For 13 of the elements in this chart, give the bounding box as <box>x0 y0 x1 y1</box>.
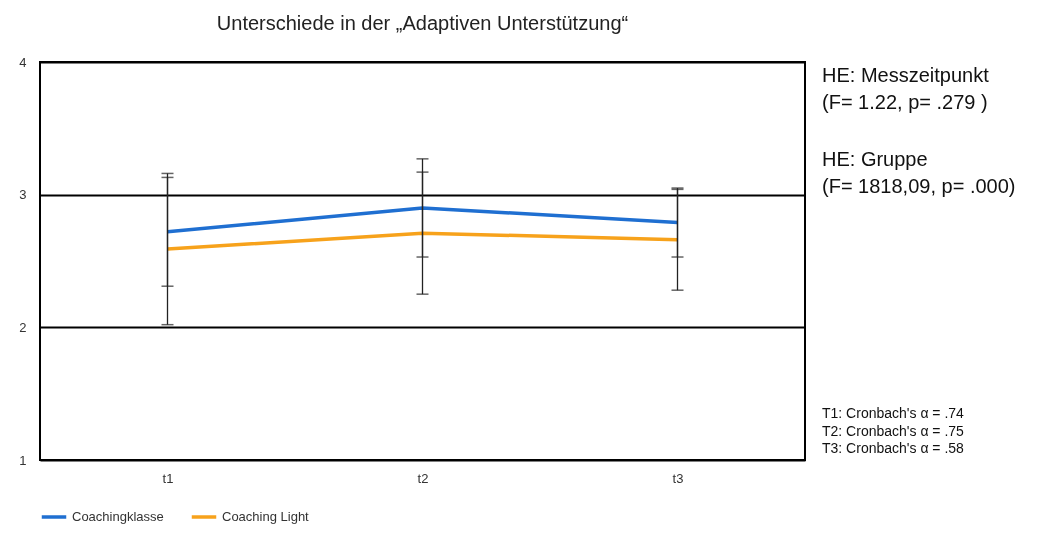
text: HE: Messzeitpunkt (F= 1.22, p= .279 ) <box>822 63 989 115</box>
legend-label: Coaching Light <box>222 509 310 524</box>
legend-label: Coachingklasse <box>72 509 164 524</box>
text: HE: Gruppe (F= 1818,09, p= .000) <box>822 147 1016 199</box>
y-tick-label: 3 <box>19 187 27 203</box>
x-tick-label: t1 <box>162 470 174 486</box>
text: T1: Cronbach's α = .74 T2: Cronbach's α = .75 T3: Cronbach's α = .58 <box>822 405 964 458</box>
x-tick-label: t3 <box>672 470 684 486</box>
chart-title: Unterschiede in der „Adaptiven Unterstützung“ <box>216 12 629 34</box>
y-tick-label: 2 <box>19 319 27 335</box>
x-tick-label: t2 <box>417 470 429 486</box>
y-tick-label: 1 <box>19 452 27 468</box>
y-tick-label: 4 <box>19 54 27 70</box>
